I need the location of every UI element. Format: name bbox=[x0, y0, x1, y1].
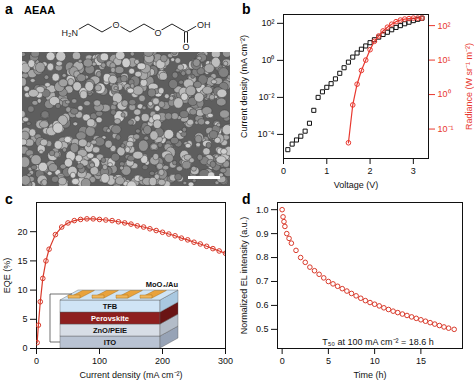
svg-text:1.0: 1.0 bbox=[256, 205, 269, 215]
svg-text:5: 5 bbox=[326, 356, 331, 366]
svg-text:10: 10 bbox=[370, 356, 380, 366]
html-text:b: b bbox=[242, 1, 251, 17]
svg-text:0.5: 0.5 bbox=[256, 324, 269, 334]
svg-text:200: 200 bbox=[155, 356, 170, 366]
html-text:c: c bbox=[5, 191, 13, 207]
svg-text:0: 0 bbox=[34, 356, 39, 366]
svg-text:100: 100 bbox=[92, 356, 107, 366]
svg-text:ZnO/PEIE: ZnO/PEIE bbox=[93, 326, 127, 335]
svg-text:10: 10 bbox=[17, 285, 27, 295]
svg-text:0.8: 0.8 bbox=[256, 252, 269, 262]
svg-text:0: 0 bbox=[281, 166, 286, 176]
svg-text:0.7: 0.7 bbox=[256, 276, 269, 286]
html-text:d: d bbox=[242, 191, 251, 207]
svg-text:O: O bbox=[112, 20, 119, 30]
svg-text:10⁻⁴: 10⁻⁴ bbox=[258, 129, 275, 139]
svg-text:TFB: TFB bbox=[103, 302, 118, 311]
svg-text:10⁻¹: 10⁻¹ bbox=[438, 124, 454, 134]
svg-text:Normalized EL intensity (a.u.): Normalized EL intensity (a.u.) bbox=[239, 217, 249, 335]
svg-text:10⁻²: 10⁻² bbox=[258, 92, 274, 102]
svg-text:Voltage (V): Voltage (V) bbox=[334, 180, 379, 190]
svg-text:10⁰: 10⁰ bbox=[438, 89, 451, 99]
svg-text:MoO₃/Au: MoO₃/Au bbox=[146, 280, 179, 289]
svg-text:300: 300 bbox=[218, 356, 233, 366]
svg-text:0: 0 bbox=[280, 356, 285, 366]
svg-text:2: 2 bbox=[368, 166, 373, 176]
svg-text:AEAA: AEAA bbox=[24, 4, 55, 16]
svg-text:0.9: 0.9 bbox=[256, 228, 269, 238]
svg-text:20: 20 bbox=[17, 227, 27, 237]
svg-text:10²: 10² bbox=[438, 20, 451, 30]
svg-text:Time (h): Time (h) bbox=[353, 370, 386, 380]
svg-text:H₂N: H₂N bbox=[62, 28, 79, 38]
svg-text:0.6: 0.6 bbox=[256, 300, 269, 310]
svg-text:0: 0 bbox=[22, 343, 27, 353]
svg-text:Perovskite: Perovskite bbox=[91, 314, 129, 323]
svg-text:O: O bbox=[182, 42, 189, 52]
svg-text:10¹: 10¹ bbox=[438, 55, 451, 65]
svg-text:1: 1 bbox=[324, 166, 329, 176]
svg-text:Current density (mA cm⁻²): Current density (mA cm⁻²) bbox=[79, 370, 182, 380]
svg-text:10⁰: 10⁰ bbox=[261, 55, 274, 65]
svg-text:Radiance (W sr⁻¹ m⁻²): Radiance (W sr⁻¹ m⁻²) bbox=[464, 43, 474, 130]
svg-text:15: 15 bbox=[416, 356, 426, 366]
svg-text:OH: OH bbox=[197, 20, 211, 30]
svg-text:5: 5 bbox=[22, 314, 27, 324]
html-text:a: a bbox=[5, 1, 13, 17]
svg-text:EQE (%): EQE (%) bbox=[2, 258, 12, 294]
svg-text:15: 15 bbox=[17, 256, 27, 266]
svg-text:10²: 10² bbox=[261, 18, 274, 28]
svg-text:O: O bbox=[154, 28, 161, 38]
svg-text:ITO: ITO bbox=[104, 338, 117, 347]
svg-text:T₅₀ at 100 mA cm⁻² = 18.6 h: T₅₀ at 100 mA cm⁻² = 18.6 h bbox=[322, 337, 434, 347]
svg-text:Current density (mA cm⁻²): Current density (mA cm⁻²) bbox=[239, 35, 249, 138]
svg-text:3: 3 bbox=[411, 166, 416, 176]
